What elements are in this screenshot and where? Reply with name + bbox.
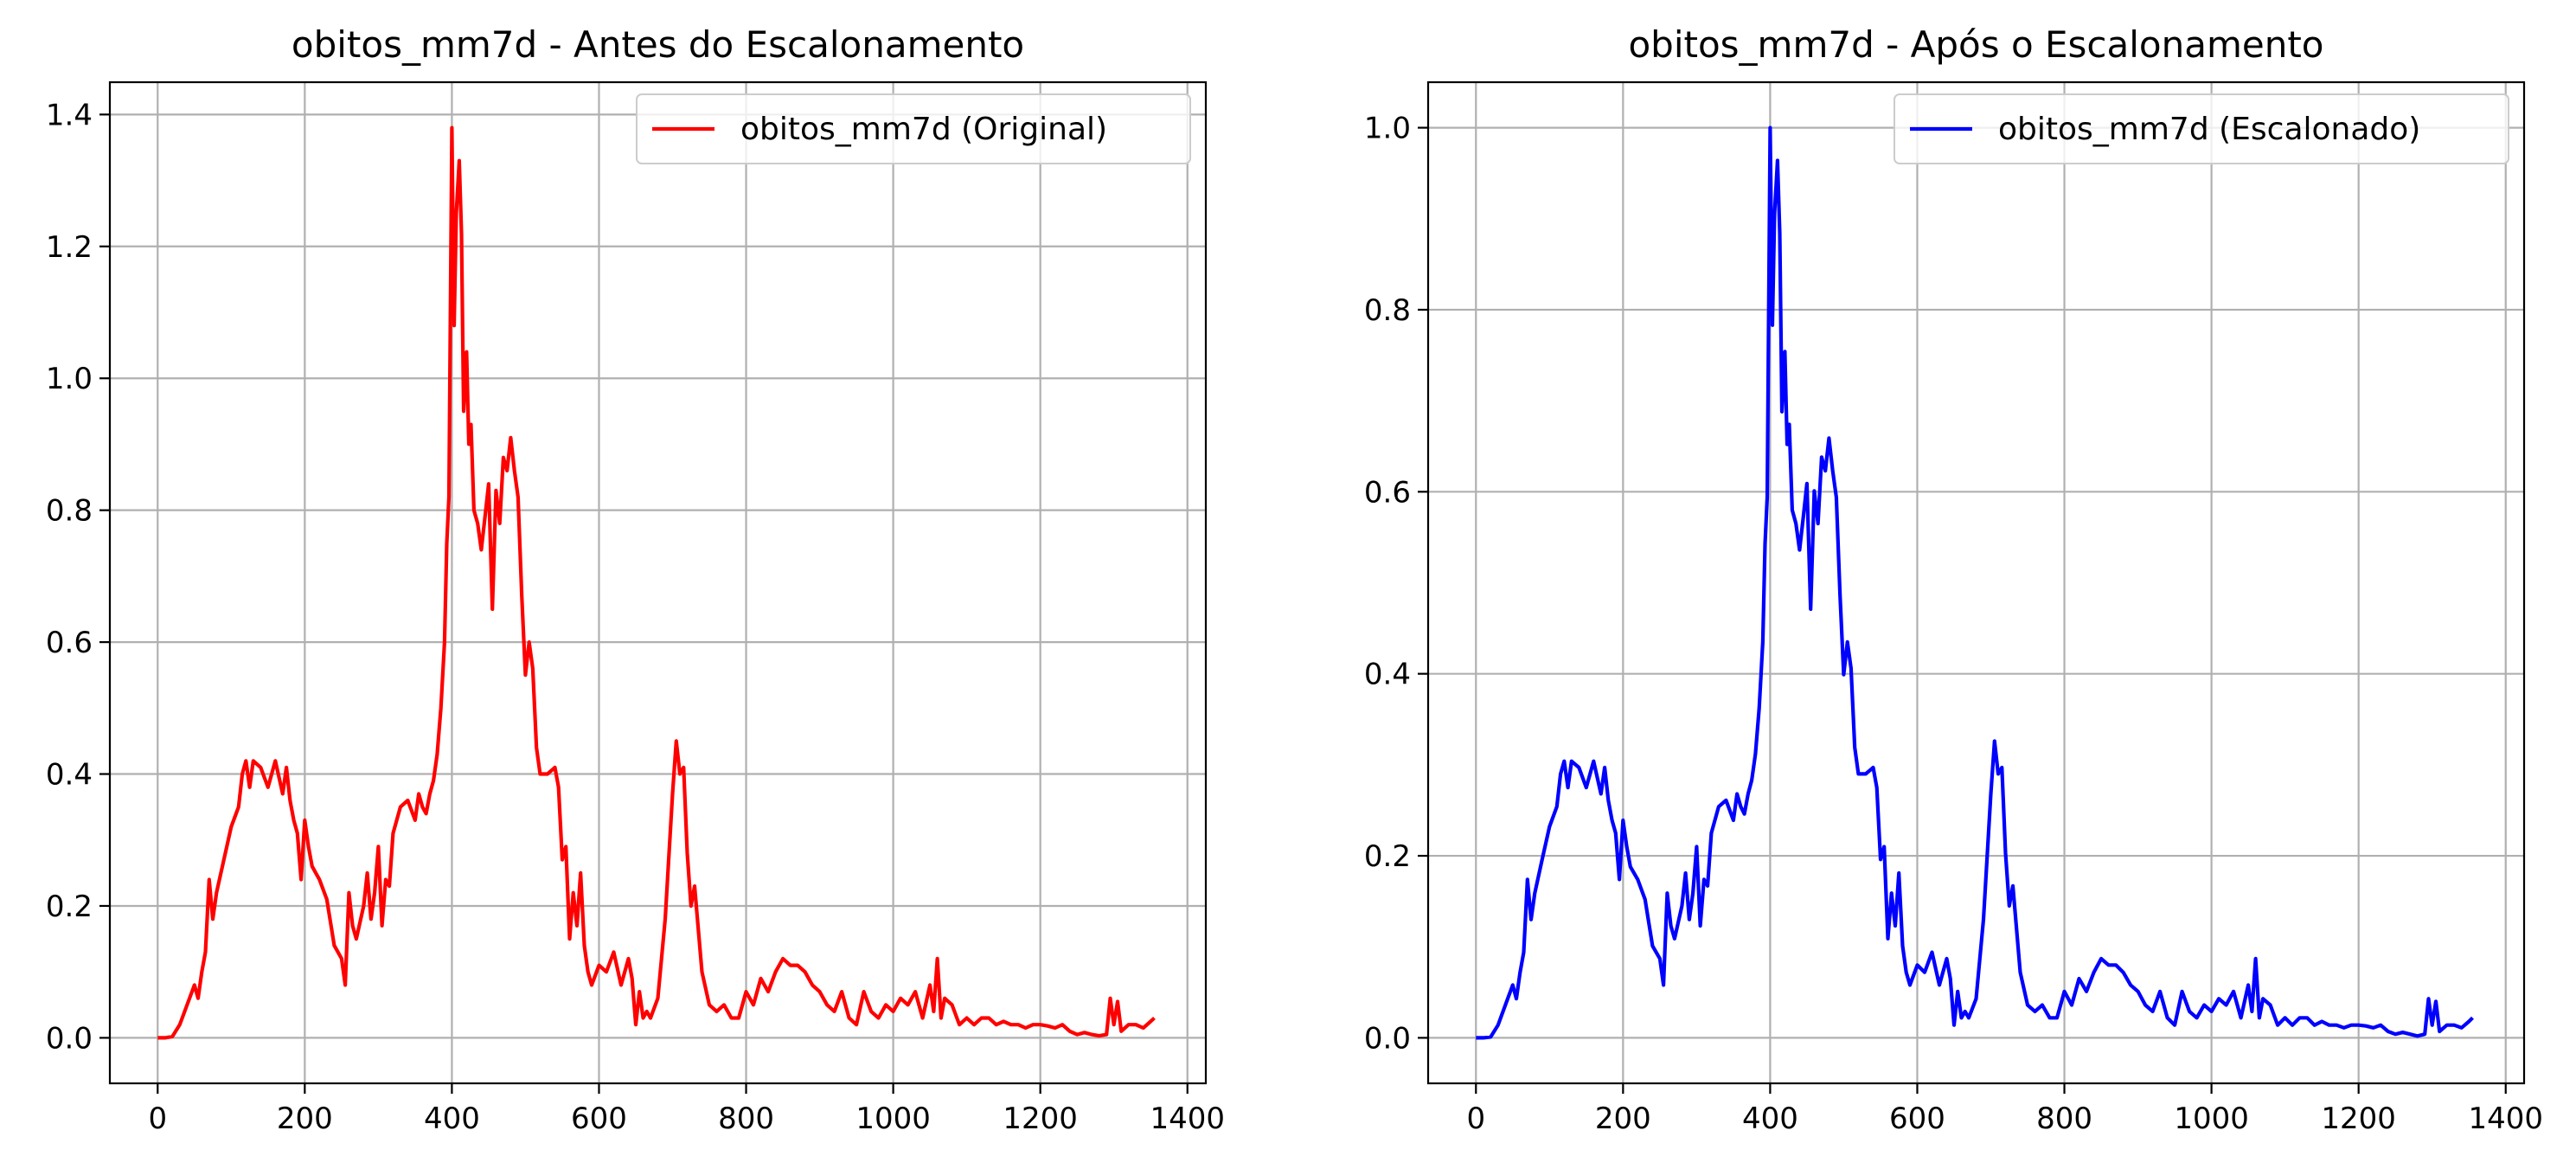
x-tick-label: 600 — [1889, 1102, 1945, 1136]
x-tick-label: 200 — [277, 1102, 333, 1136]
x-tick-label: 1000 — [2174, 1102, 2249, 1136]
x-tick-label: 1400 — [2468, 1102, 2543, 1136]
legend-box — [1894, 93, 2509, 164]
y-tick-label: 0.2 — [46, 890, 93, 924]
x-tick-label: 1200 — [2321, 1102, 2396, 1136]
x-tick-label: 0 — [148, 1102, 167, 1136]
x-tick-label: 1200 — [1003, 1102, 1078, 1136]
plot-frame — [1426, 80, 2526, 1085]
y-tick-label: 0.8 — [1364, 293, 1411, 328]
y-tick-label: 1.4 — [46, 98, 93, 132]
y-tick-label: 0.6 — [1364, 475, 1411, 510]
y-tick-label: 0.4 — [46, 758, 93, 793]
y-tick-label: 1.0 — [1364, 112, 1411, 146]
legend-box — [636, 93, 1191, 164]
x-tick-label: 400 — [424, 1102, 480, 1136]
x-tick-label: 1000 — [855, 1102, 931, 1136]
x-tick-label: 200 — [1595, 1102, 1651, 1136]
y-tick-label: 0.6 — [46, 626, 93, 660]
chart-left: 0 200 400 600 800 1000 1200 1400 0.0 0.2 0.4 0.6 0.8… — [46, 23, 1225, 1136]
chart-title: obitos_mm7d - Antes do Escalonamento — [292, 23, 1024, 66]
x-tick-label: 400 — [1742, 1102, 1798, 1136]
y-tick-label: 1.2 — [46, 230, 93, 265]
chart-title: obitos_mm7d - Após o Escalonamento — [1628, 23, 2323, 66]
y-tick-label: 0.4 — [1364, 658, 1411, 692]
legend-label: obitos_mm7d (Original) — [740, 112, 1107, 147]
y-tick-label: 1.0 — [46, 362, 93, 396]
series-line — [157, 125, 1156, 1040]
legend-label: obitos_mm7d (Escalonado) — [1998, 112, 2420, 147]
x-tick-label: 1400 — [1150, 1102, 1225, 1136]
series-line — [1476, 125, 2474, 1040]
plot-frame — [108, 80, 1208, 1085]
y-tick-label: 0.0 — [1364, 1021, 1411, 1056]
x-tick-label: 600 — [571, 1102, 627, 1136]
y-tick-label: 0.0 — [46, 1021, 93, 1056]
x-tick-label: 0 — [1466, 1102, 1485, 1136]
chart-right: 0 200 400 600 800 1000 1200 1400 0.0 0.2 0.4 0.6 0.8… — [1364, 23, 2543, 1136]
y-tick-label: 0.2 — [1364, 839, 1411, 874]
x-tick-label: 800 — [718, 1102, 774, 1136]
x-tick-label: 800 — [2036, 1102, 2092, 1136]
y-tick-label: 0.8 — [46, 494, 93, 529]
